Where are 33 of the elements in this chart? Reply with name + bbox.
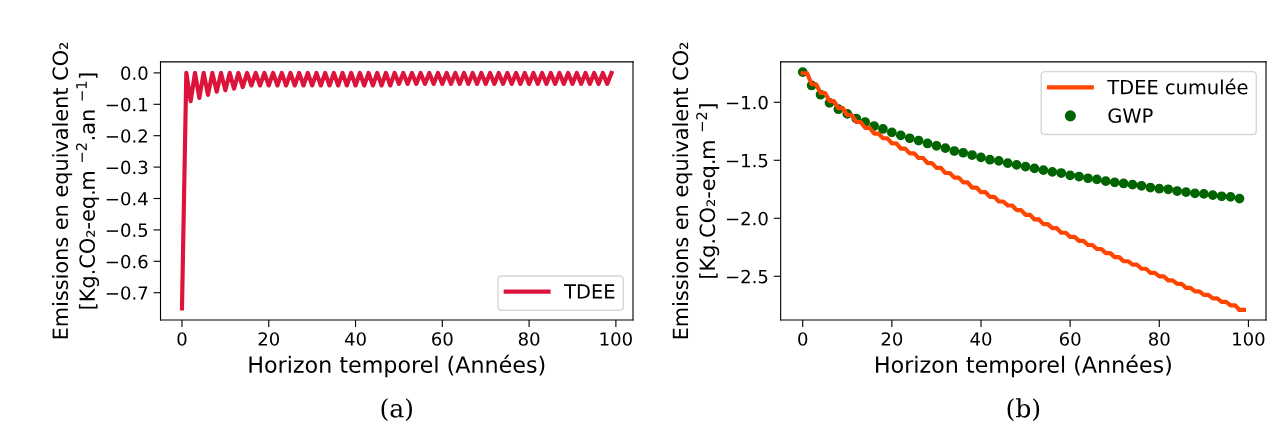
y-tick-label: −0.4 [106,191,148,206]
legend-label: TDEE [564,284,615,299]
x-tick-label: 100 [600,332,632,346]
x-tick-label: 100 [1233,332,1265,346]
x-axis-title: Horizon temporel (Années) [876,354,1171,378]
y-tick-label: 0.0 [121,66,148,81]
y-tick-label: −0.5 [106,223,148,238]
y-tick-label: −0.6 [106,254,148,269]
y-tick-label: −0.3 [106,160,148,175]
y-tick-label: −0.7 [106,286,148,300]
x-tick-label: 0 [177,332,187,346]
y-tick-label: −0.2 [106,129,147,143]
y-tick-label: −2.5 [726,269,768,284]
x-tick-label: 60 [432,332,453,346]
legend-label: TDEE cumulée [1107,78,1248,95]
legend-label: GWP [1108,108,1153,123]
x-tick-label: 60 [1059,332,1081,346]
text: (a) [381,398,412,422]
y-tick-label: −2.0 [726,211,768,226]
x-axis-title: Horizon temporel (Années) [249,354,545,378]
y-tick-label: −0.1 [106,97,148,112]
x-tick-label: 40 [970,332,992,346]
y-tick-label: −1.0 [726,95,768,110]
y-axis-title: Emissions en equivalent CO₂ [Kg.CO₂-eq.m $^{−2}$] [672,42,720,339]
x-tick-label: 80 [1149,332,1170,346]
x-tick-label: 20 [258,332,280,346]
y-axis-title: Emissions en equivalent CO₂ [Kg.CO₂-eq.m $^{−2}$.an $^{−1}$] [52,42,100,339]
text: (b) [1007,398,1040,422]
y-tick-label: −1.5 [726,153,768,168]
x-tick-label: 0 [798,332,808,346]
x-tick-label: 80 [518,332,540,346]
x-tick-label: 20 [881,332,903,346]
x-tick-label: 40 [344,332,366,346]
